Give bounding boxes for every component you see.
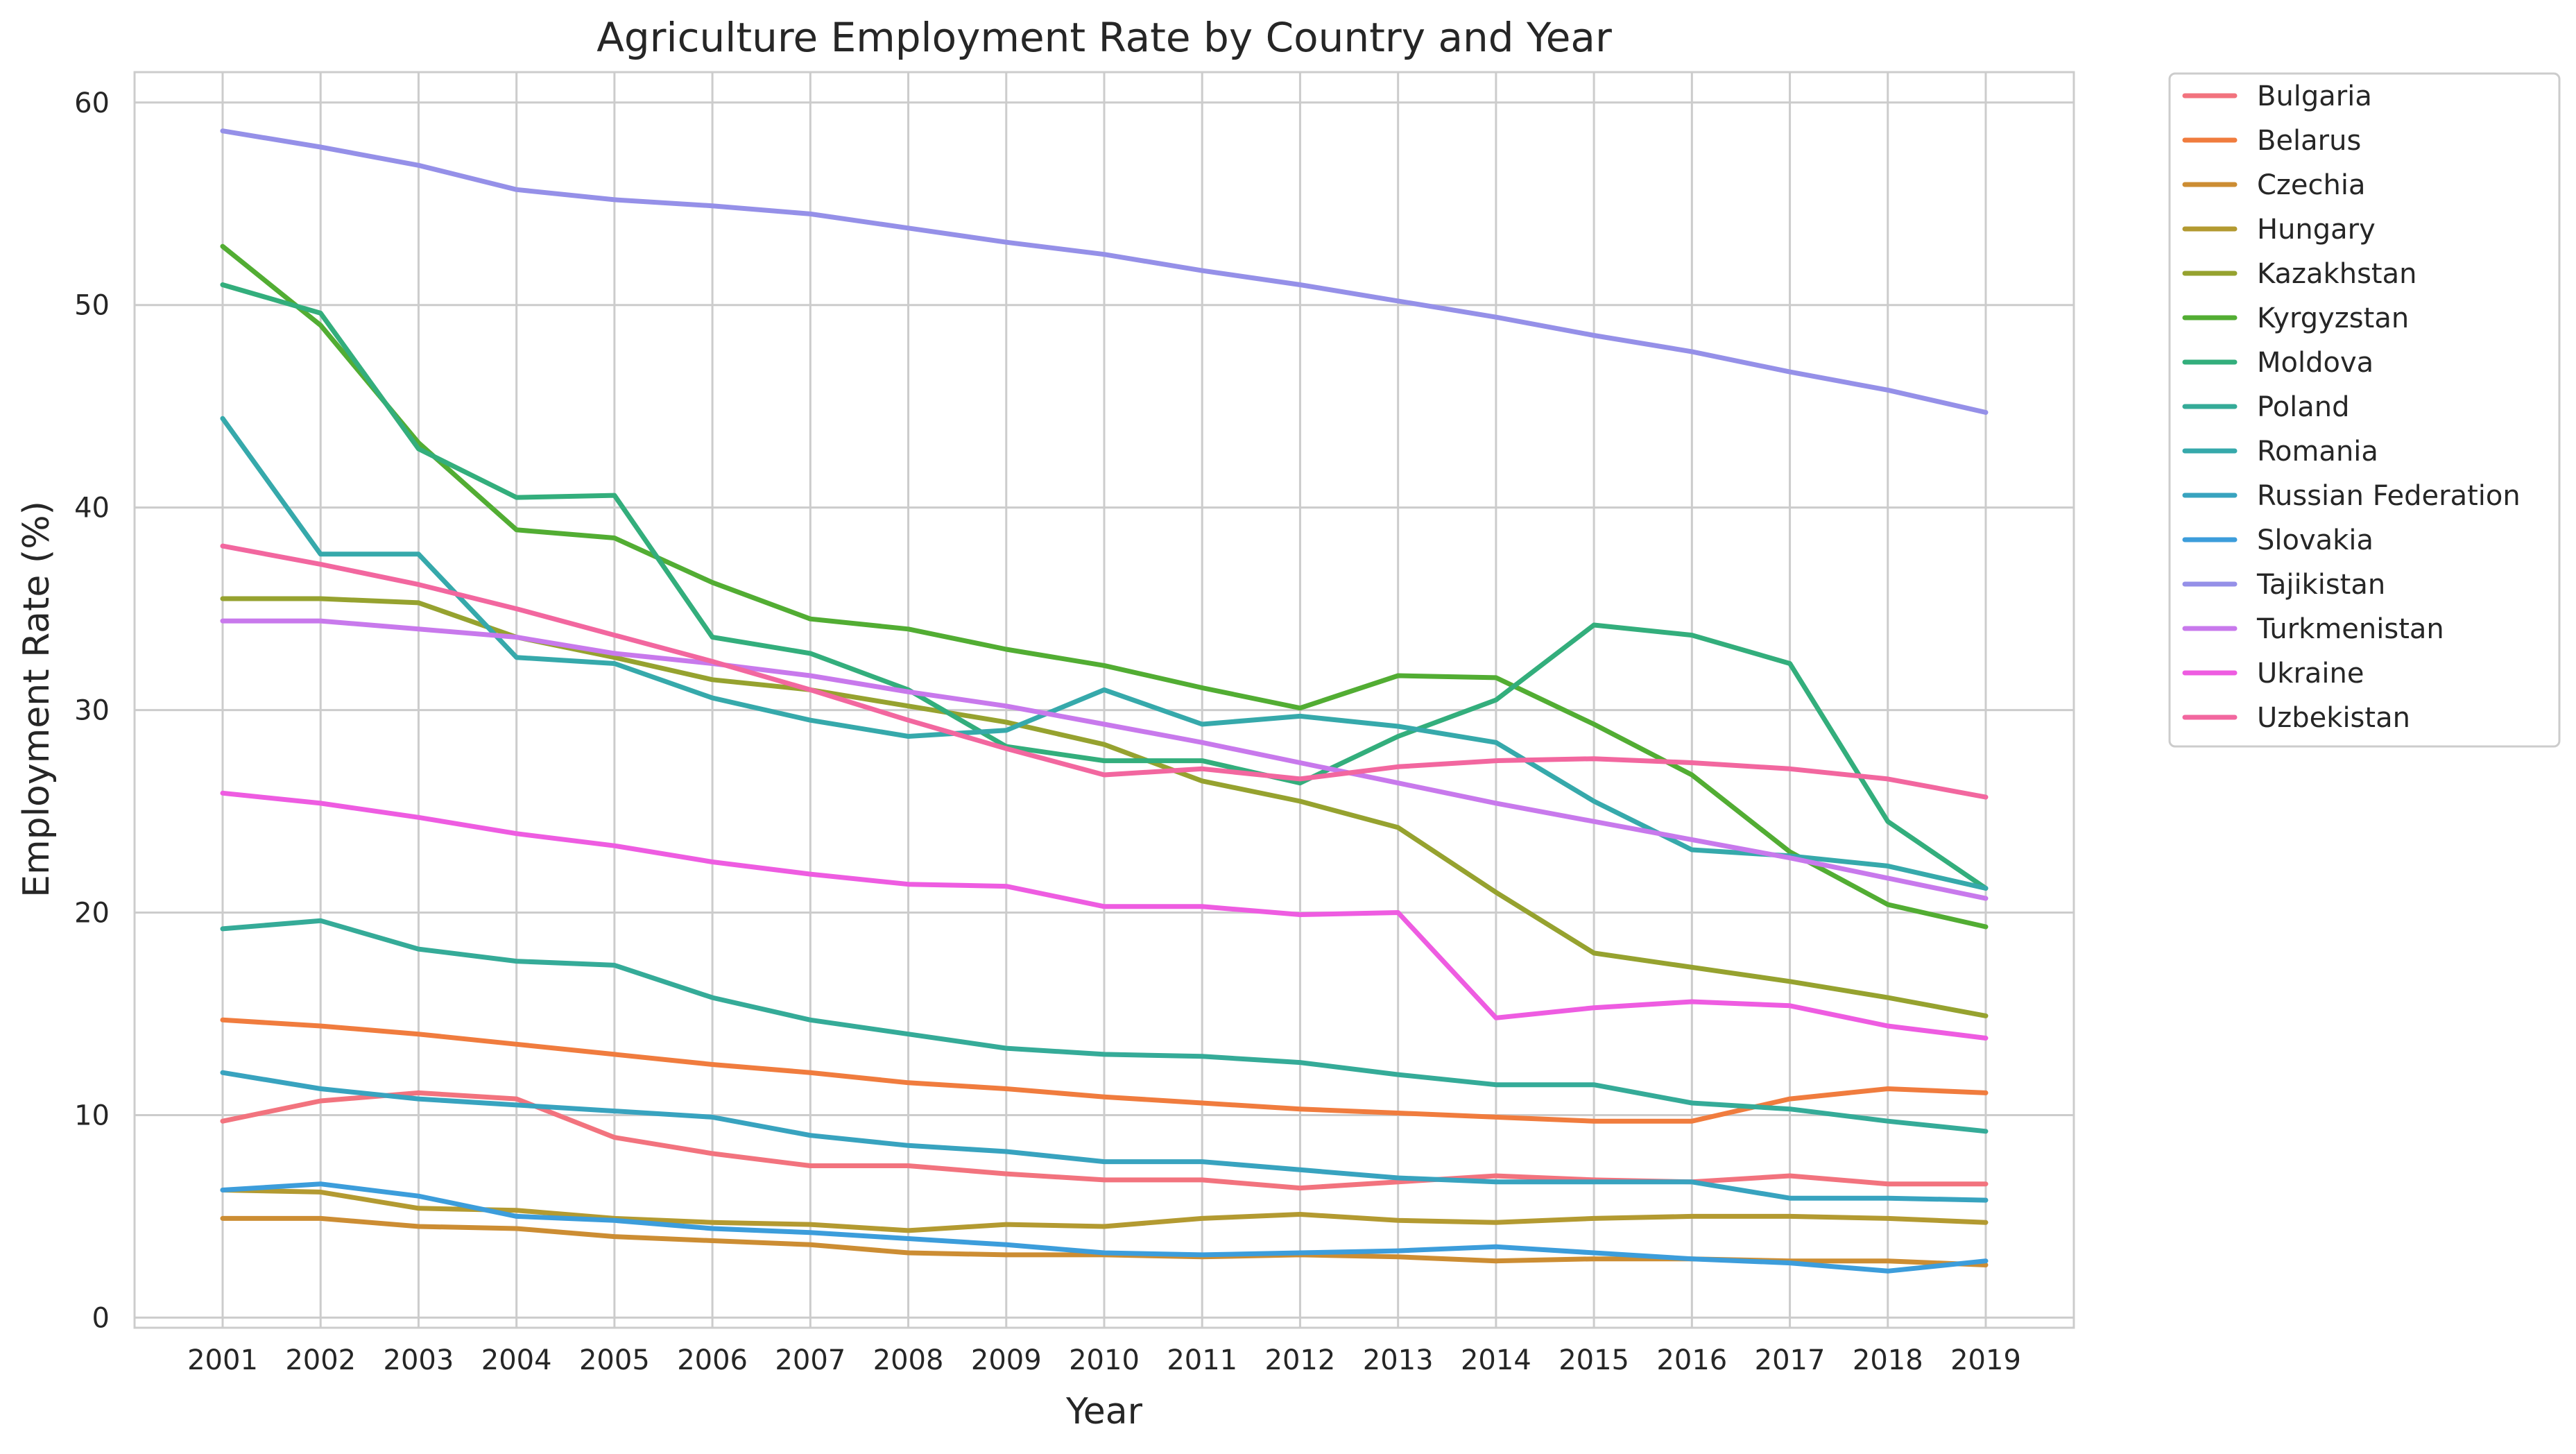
legend-label: Moldova — [2257, 347, 2373, 379]
series-line-tajikistan — [220, 128, 1989, 415]
series-line-uzbekistan — [220, 543, 1989, 800]
x-tick-label: 2013 — [1363, 1344, 1434, 1376]
legend-item-slovakia: Slovakia — [2182, 524, 2373, 556]
x-tick-labels: 2001 2002 2003 2004 2005 2006 2007 2008 2009 2010… — [187, 1344, 2021, 1376]
x-tick-label: 2007 — [775, 1344, 845, 1376]
legend-label: Russian Federation — [2257, 480, 2521, 512]
series-line-poland — [220, 918, 1989, 1134]
legend-item-czechia: Czechia — [2182, 169, 2366, 201]
y-tick-labels: 0 10 20 30 40 50 60 — [74, 87, 110, 1335]
x-tick-label: 2018 — [1853, 1344, 1923, 1376]
legend-label: Czechia — [2257, 169, 2366, 201]
y-tick-label: 0 — [92, 1302, 110, 1334]
chart-title: Agriculture Employment Rate by Country a… — [596, 14, 1612, 61]
legend-item-russian-federation: Russian Federation — [2182, 480, 2521, 512]
series-line-russian-federation — [220, 1070, 1989, 1203]
y-axis-label: Employment Rate (%) — [16, 501, 58, 898]
legend-label: Poland — [2257, 391, 2350, 423]
x-tick-label: 2006 — [677, 1344, 748, 1376]
x-tick-label: 2016 — [1656, 1344, 1727, 1376]
y-tick-label: 20 — [74, 898, 110, 930]
legend-items: Bulgaria Belarus Czechia Hungary Kazakhstan K… — [2182, 80, 2521, 734]
plot-area — [133, 71, 2075, 1329]
x-tick-label: 2019 — [1950, 1344, 2021, 1376]
y-tick-label: 60 — [74, 87, 110, 119]
x-tick-label: 2004 — [481, 1344, 552, 1376]
legend-label: Uzbekistan — [2257, 702, 2410, 734]
x-tick-label: 2012 — [1265, 1344, 1336, 1376]
x-tick-label: 2011 — [1167, 1344, 1237, 1376]
x-axis-label: Year — [1065, 1391, 1143, 1432]
legend-item-turkmenistan: Turkmenistan — [2182, 613, 2444, 645]
legend-label: Slovakia — [2257, 524, 2373, 556]
x-tick-label: 2005 — [579, 1344, 650, 1376]
legend-label: Kazakhstan — [2257, 258, 2416, 290]
y-tick-label: 40 — [74, 493, 110, 524]
legend-label: Romania — [2257, 436, 2378, 468]
legend-frame — [2168, 72, 2561, 748]
x-tick-label: 2017 — [1755, 1344, 1826, 1376]
x-tick-label: 2010 — [1069, 1344, 1140, 1376]
x-tick-label: 2003 — [384, 1344, 454, 1376]
legend-item-belarus: Belarus — [2182, 125, 2361, 157]
x-tick-label: 2008 — [873, 1344, 944, 1376]
y-gridlines — [135, 101, 2074, 1319]
x-tick-label: 2009 — [971, 1344, 1042, 1376]
series-line-slovakia — [220, 1181, 1989, 1274]
y-tick-label: 30 — [74, 695, 110, 727]
legend-item-kyrgyzstan: Kyrgyzstan — [2182, 302, 2409, 334]
x-tick-label: 2015 — [1559, 1344, 1629, 1376]
series-line-ukraine — [220, 790, 1989, 1041]
legend-item-romania: Romania — [2182, 436, 2378, 468]
legend-label: Bulgaria — [2257, 80, 2372, 112]
legend-item-bulgaria: Bulgaria — [2182, 80, 2372, 112]
legend: Bulgaria Belarus Czechia Hungary Kazakhstan K… — [2168, 72, 2561, 748]
legend-item-ukraine: Ukraine — [2182, 658, 2364, 690]
series-line-hungary — [220, 1188, 1989, 1233]
legend-item-tajikistan: Tajikistan — [2182, 569, 2385, 601]
series-line-kyrgyzstan — [220, 243, 1989, 930]
legend-item-moldova: Moldova — [2182, 347, 2373, 379]
series-line-turkmenistan — [220, 618, 1989, 901]
legend-item-poland: Poland — [2182, 391, 2350, 423]
series-line-moldova — [220, 282, 1989, 891]
series-lines — [220, 128, 1989, 1274]
legend-item-kazakhstan: Kazakhstan — [2182, 258, 2416, 290]
y-tick-label: 50 — [74, 290, 110, 322]
legend-item-hungary: Hungary — [2182, 214, 2376, 246]
legend-item-uzbekistan: Uzbekistan — [2182, 702, 2410, 734]
series-line-romania — [220, 416, 1989, 891]
legend-label: Kyrgyzstan — [2257, 302, 2409, 334]
legend-label: Tajikistan — [2256, 569, 2385, 601]
x-tick-label: 2002 — [285, 1344, 356, 1376]
legend-label: Ukraine — [2257, 658, 2364, 690]
x-tick-label: 2014 — [1461, 1344, 1531, 1376]
y-tick-label: 10 — [74, 1100, 110, 1131]
legend-label: Hungary — [2257, 214, 2376, 246]
series-line-belarus — [220, 1017, 1989, 1124]
legend-label: Turkmenistan — [2256, 613, 2444, 645]
x-tick-label: 2001 — [187, 1344, 258, 1376]
legend-label: Belarus — [2257, 125, 2361, 157]
